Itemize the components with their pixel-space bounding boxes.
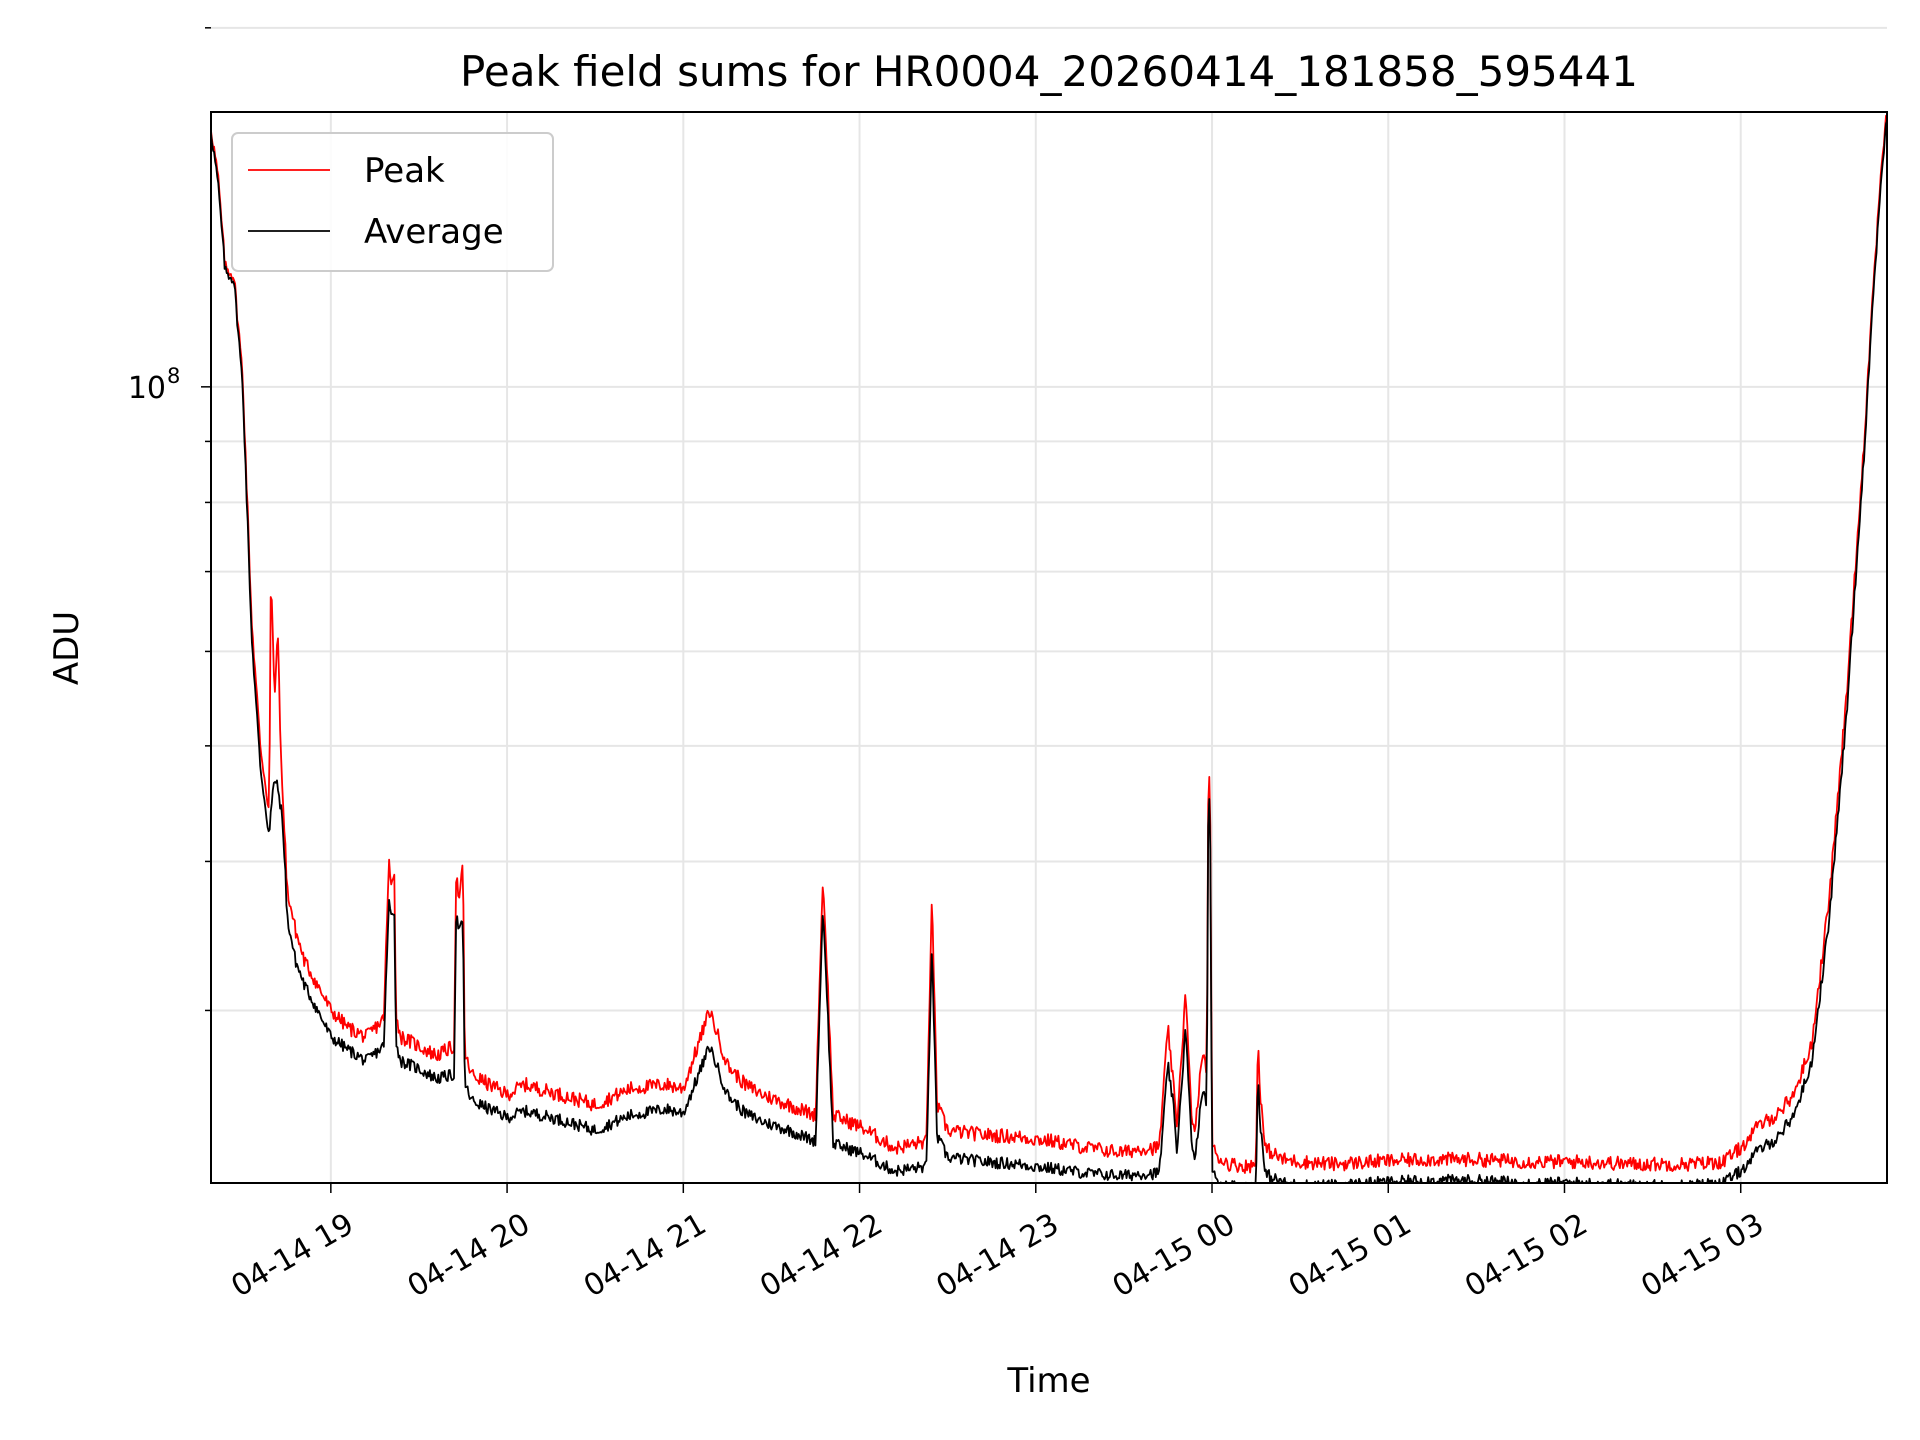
x-tick-label: 04-14 23: [930, 1207, 1064, 1305]
legend-label-average: Average: [364, 212, 504, 252]
plot-frame: [210, 111, 1888, 1184]
y-axis: 10 8: [128, 27, 211, 1012]
x-tick-label: 04-14 21: [578, 1207, 712, 1305]
legend: Peak Average: [231, 132, 554, 272]
y-tick-exponent: 8: [167, 364, 180, 388]
legend-label-peak: Peak: [364, 151, 445, 191]
x-tick-label: 04-14 22: [754, 1207, 888, 1305]
x-tick-label: 04-15 03: [1635, 1207, 1769, 1305]
y-tick-label: 10: [128, 371, 166, 406]
x-tick-label: 04-15 02: [1459, 1207, 1593, 1305]
chart-title: Peak field sums for HR0004_20260414_1818…: [460, 47, 1638, 96]
y-axis-label: ADU: [47, 611, 87, 685]
plot-area: [211, 114, 1887, 1183]
x-axis: 04-14 19 04-14 20 04-14 21 04-14 22 04-14 23…: [226, 1183, 1770, 1304]
x-tick-label: 04-15 00: [1107, 1207, 1241, 1305]
x-tick-label: 04-15 01: [1283, 1207, 1417, 1305]
x-tick-label: 04-14 19: [226, 1207, 360, 1305]
x-tick-label: 04-14 20: [402, 1207, 536, 1305]
legend-box: [231, 132, 554, 272]
x-axis-label: Time: [1006, 1361, 1090, 1401]
grid: [211, 26, 1887, 1183]
series-line-peak: [211, 114, 1887, 1174]
series-line-average: [211, 120, 1887, 1183]
